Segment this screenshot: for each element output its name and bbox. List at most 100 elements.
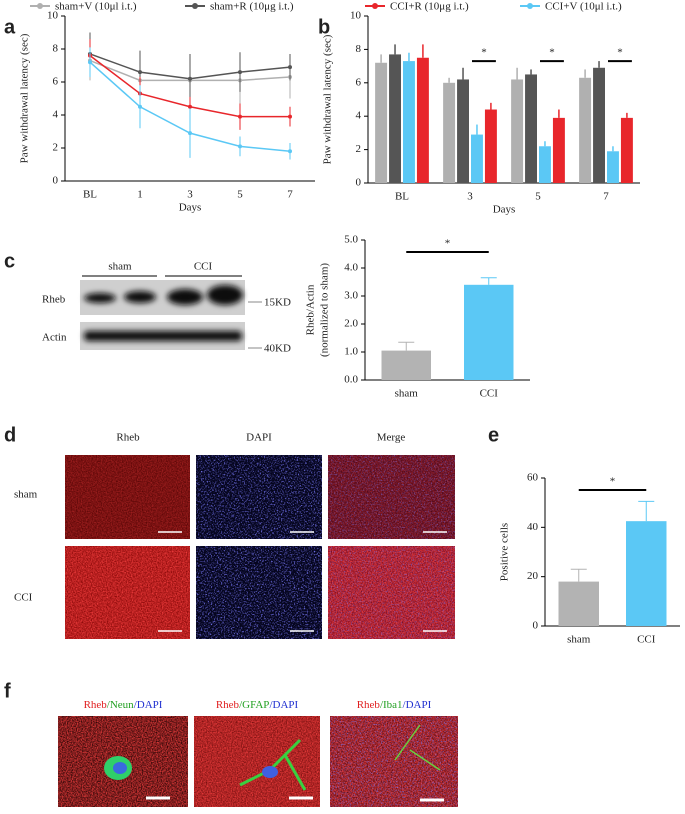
point — [138, 70, 142, 75]
point — [188, 131, 192, 136]
image-texture — [328, 546, 455, 639]
western-blot: sham CCI Rheb Actin 15KD 40KD — [42, 261, 291, 355]
significance-star: * — [481, 47, 487, 59]
bar — [381, 350, 431, 380]
y-tick-label: 40 — [527, 521, 539, 533]
bar — [471, 134, 483, 183]
bar — [464, 284, 514, 380]
legend-label: sham+V (10μl i.t.) — [55, 1, 137, 13]
label-part: /DAPI — [403, 699, 432, 711]
nucleus — [113, 762, 127, 774]
y-tick-label: 8 — [356, 43, 362, 55]
y-tick-label: 4 — [356, 110, 362, 122]
point — [238, 70, 242, 75]
y-axis-label: (normalized to sham) — [319, 263, 331, 357]
x-axis-label: Days — [179, 202, 202, 214]
x-tick-label: 7 — [287, 189, 293, 201]
y-tick-label: 1.0 — [344, 346, 358, 358]
band — [84, 331, 242, 341]
bar — [389, 54, 401, 183]
panel-label: d — [4, 424, 16, 446]
band — [207, 285, 243, 305]
point — [238, 144, 242, 149]
x-tick-label: BL — [83, 189, 97, 201]
y-tick-label: 4.0 — [344, 262, 358, 274]
image-texture — [330, 716, 458, 807]
legend-marker — [372, 3, 378, 9]
x-tick-label: sham — [567, 634, 591, 646]
column-label: Merge — [377, 432, 406, 444]
image-texture — [65, 546, 190, 639]
x-tick-label: 5 — [535, 191, 541, 203]
y-tick-label: 60 — [527, 472, 539, 484]
cell-images — [58, 716, 458, 807]
band — [84, 293, 116, 303]
nucleus — [262, 766, 278, 778]
row-label: sham — [14, 489, 38, 501]
legend-marker — [192, 3, 198, 9]
y-tick-label: 2 — [356, 143, 362, 155]
row-label: Actin — [42, 332, 67, 344]
point — [288, 114, 292, 119]
image-texture — [194, 716, 320, 807]
y-tick-label: 2.0 — [344, 318, 358, 330]
label-part: Rheb — [357, 699, 381, 711]
y-tick-label: 8 — [53, 43, 59, 55]
group-label: CCI — [194, 261, 213, 273]
significance-star: * — [617, 47, 623, 59]
x-tick-label: 5 — [237, 189, 243, 201]
y-axis-label: Positive cells — [499, 523, 511, 581]
y-tick-label: 6 — [53, 76, 59, 88]
x-tick-label: 3 — [187, 189, 193, 201]
y-tick-label: 0.0 — [344, 374, 358, 386]
y-axis-label: Paw withdrawal latency (sec) — [19, 33, 31, 163]
image-texture — [196, 455, 322, 539]
y-tick-label: 10 — [47, 10, 59, 22]
bar — [443, 82, 456, 183]
label-part: Rheb — [216, 699, 240, 711]
microglia — [394, 724, 441, 771]
row-label: Rheb — [42, 294, 66, 306]
panel-label: f — [4, 680, 11, 702]
point — [288, 149, 292, 154]
label-part: /DAPI — [269, 699, 298, 711]
bar — [607, 151, 619, 183]
x-tick-label: CCI — [637, 634, 656, 646]
x-tick-label: BL — [395, 191, 409, 203]
x-axis-label: Days — [493, 204, 516, 216]
bar — [593, 67, 605, 183]
column-label: DAPI — [246, 432, 272, 444]
y-tick-label: 4 — [53, 109, 59, 121]
x-tick-label: 3 — [467, 191, 473, 203]
size-label: 15KD — [264, 297, 291, 309]
y-tick-label: 0 — [533, 620, 539, 632]
panel-label: b — [318, 16, 330, 38]
y-tick-label: 10 — [350, 10, 362, 22]
x-tick-label: sham — [395, 388, 419, 400]
point — [238, 114, 242, 119]
significance-star: * — [445, 238, 451, 250]
y-tick-label: 5.0 — [344, 234, 358, 246]
point — [138, 104, 142, 109]
image-label: Rheb/Neun/DAPI — [84, 699, 163, 711]
significance-star: * — [610, 476, 616, 488]
label-part: /DAPI — [134, 699, 163, 711]
group-label: sham — [108, 261, 132, 273]
bar — [626, 521, 667, 626]
y-tick-label: 0 — [356, 177, 362, 189]
legend-label: CCI+V (10μl i.t.) — [545, 1, 622, 13]
column-label: Rheb — [116, 432, 140, 444]
bar — [579, 77, 592, 183]
image-texture — [328, 455, 455, 539]
bar — [416, 57, 429, 183]
band — [124, 291, 156, 303]
y-tick-label: 20 — [527, 570, 539, 582]
y-tick-label: 0 — [53, 175, 59, 187]
label-part: /GFAP — [239, 699, 269, 711]
point — [188, 76, 192, 81]
image-label: Rheb/GFAP/DAPI — [216, 699, 299, 711]
bar — [375, 62, 388, 184]
image-label: Rheb/Iba1/DAPI — [357, 699, 432, 711]
staining-panel: Rheb DAPI Merge sham CCI — [14, 432, 455, 639]
